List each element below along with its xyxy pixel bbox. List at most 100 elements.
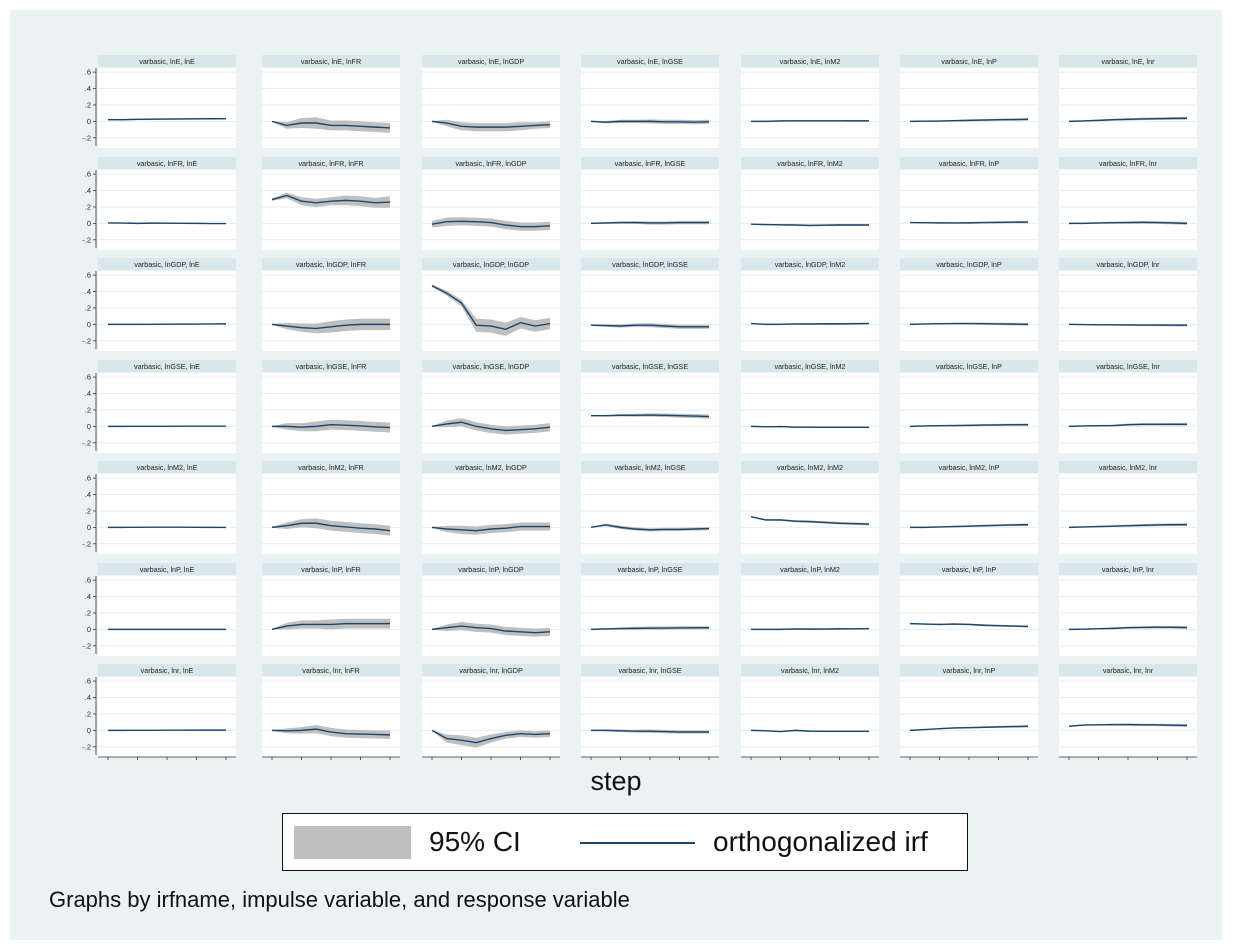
panel: varbasic, lnFR, lnGSE (581, 157, 719, 250)
y-tick-label: .6 (85, 677, 91, 686)
panel-background (581, 576, 719, 656)
irf-line (1068, 626, 1188, 631)
panel-background (741, 68, 879, 148)
panel-title: varbasic, lnP, lnM2 (780, 565, 840, 574)
panel-background (422, 170, 560, 250)
panel: varbasic, lnFR, lnP (900, 157, 1038, 250)
y-tick-label: -.2 (82, 438, 91, 447)
y-tick-label: -.2 (82, 133, 91, 142)
panel: varbasic, lnGDP, lnGDP (422, 258, 560, 351)
panel-background (422, 271, 560, 351)
y-tick-label: -.2 (82, 641, 91, 650)
panel-title: varbasic, lnGDP, lnE (134, 260, 200, 269)
panel-title-strip (422, 258, 560, 270)
panel-title-strip (1059, 258, 1197, 270)
panel-title-strip (900, 360, 1038, 372)
irf-line (909, 424, 1028, 428)
panel: varbasic, lnGDP, lnM2 (741, 258, 879, 351)
panel: varbasic, lnP, lnP (900, 563, 1038, 656)
panel-background (98, 373, 236, 453)
panel-title-strip (1059, 55, 1197, 67)
panel-background (422, 68, 560, 148)
irf-line (107, 222, 227, 225)
panel: varbasic, lnP, lnM2 (741, 563, 879, 656)
y-tick-label: -.2 (82, 539, 91, 548)
panel-background (581, 68, 719, 148)
y-tick-label: .2 (85, 100, 91, 109)
irf-line (750, 516, 870, 525)
panel-title-strip (581, 360, 719, 372)
irf-line (272, 424, 391, 429)
irf-line (750, 425, 869, 429)
panel-title-strip (741, 461, 879, 473)
panel: varbasic, lnE, lnM2 (741, 55, 879, 148)
panel-title: varbasic, lnGDP, lnGSE (612, 260, 688, 269)
panel: varbasic, lnr, lnE-.20.2.4.602468 (82, 664, 236, 760)
panel-title-strip (98, 461, 236, 473)
panel-title: varbasic, lnM2, lnr (1099, 463, 1158, 472)
legend: 95% CI orthogonalized irf (282, 813, 968, 871)
panel-background (262, 373, 400, 453)
panel: varbasic, lnP, lnr (1059, 563, 1197, 656)
panel: varbasic, lnGSE, lnFR (262, 360, 400, 453)
panel-title: varbasic, lnr, lnGDP (459, 666, 523, 675)
panel: varbasic, lnM2, lnGDP (422, 461, 560, 554)
panel-background (422, 576, 560, 656)
panel-title-strip (581, 157, 719, 169)
panel-title-strip (741, 360, 879, 372)
panel: varbasic, lnFR, lnE -.2 0 .2 .4 .6 (82, 157, 236, 250)
panel-title: varbasic, lnM2, lnGSE (614, 463, 685, 472)
panel: varbasic, lnE, lnP (900, 55, 1038, 148)
panel-title-strip (422, 664, 560, 676)
panel-title-strip (741, 258, 879, 270)
panel: varbasic, lnr, lnM202468 (741, 664, 879, 760)
panel-title-strip (581, 664, 719, 676)
panel-background (422, 474, 560, 554)
y-tick-label: .4 (85, 490, 91, 499)
panel-title: varbasic, lnP, lnFR (301, 565, 360, 574)
ci-band (272, 419, 390, 433)
panel-title-strip (262, 461, 400, 473)
panel: varbasic, lnM2, lnM2 (741, 461, 879, 554)
panel: varbasic, lnGSE, lnr (1059, 360, 1197, 453)
y-tick-label: .4 (85, 287, 91, 296)
y-tick-label: 0 (87, 422, 91, 431)
panel-title: varbasic, lnr, lnP (943, 666, 996, 675)
panel-title-strip (741, 563, 879, 575)
panel-background (741, 474, 879, 554)
irf-line (591, 729, 709, 733)
panel-title: varbasic, lnGDP, lnM2 (775, 260, 846, 269)
y-tick-label: .6 (85, 170, 91, 179)
y-tick-label: 0 (87, 726, 91, 735)
irf-line (909, 622, 1029, 628)
panel-background (262, 170, 400, 250)
panel-title-strip (98, 360, 236, 372)
ci-band (272, 192, 390, 208)
panel-background (741, 170, 879, 250)
panel-title-strip (741, 664, 879, 676)
panel: varbasic, lnFR, lnGDP (422, 157, 560, 250)
panel: varbasic, lnM2, lnFR (262, 461, 400, 554)
panel: varbasic, lnE, lnGSE (581, 55, 719, 148)
panel: varbasic, lnE, lnGDP (422, 55, 560, 148)
panel-title: varbasic, lnr, lnFR (302, 666, 360, 675)
panel: varbasic, lnGDP, lnFR (262, 258, 400, 351)
panel-background (1059, 170, 1197, 250)
irf-line (591, 414, 710, 418)
panel-background (900, 677, 1038, 757)
panel-title: varbasic, lnM2, lnM2 (777, 463, 843, 472)
panel-title-strip (900, 55, 1038, 67)
y-tick-label: 0 (87, 625, 91, 634)
irf-line (909, 725, 1029, 732)
panel-title-strip (1059, 360, 1197, 372)
panel: varbasic, lnr, lnGSE02468 (581, 664, 719, 760)
panel-title: varbasic, lnr, lnE (141, 666, 194, 675)
panel-background (98, 271, 236, 351)
panel-title-strip (900, 664, 1038, 676)
panel-title-strip (1059, 157, 1197, 169)
panel-title: varbasic, lnGSE, lnE (134, 362, 200, 371)
irf-line (750, 729, 869, 733)
panel-title-strip (900, 157, 1038, 169)
irf-line (431, 525, 550, 532)
